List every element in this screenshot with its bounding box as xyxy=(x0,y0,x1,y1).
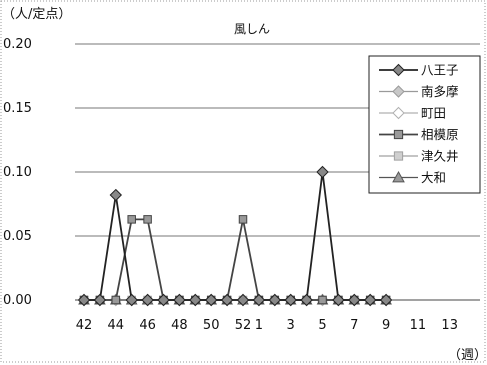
x-tick-label: 48 xyxy=(171,318,188,333)
x-tick-label: 44 xyxy=(108,318,125,333)
data-point xyxy=(238,215,248,224)
y-tick-label: 0.05 xyxy=(3,229,32,244)
legend-item: 相模原 xyxy=(379,127,459,142)
data-point xyxy=(77,293,91,307)
data-point xyxy=(268,293,282,307)
data-point xyxy=(127,215,136,224)
legend-item: 南多摩 xyxy=(379,84,459,99)
x-tick-label: 42 xyxy=(76,318,93,333)
x-tick-label: 1 xyxy=(255,318,263,333)
data-point xyxy=(379,293,393,307)
legend-label: 南多摩 xyxy=(421,84,459,99)
data-point xyxy=(318,295,327,305)
data-point xyxy=(204,293,218,307)
legend-label: 町田 xyxy=(421,106,446,121)
y-tick-label: 0.10 xyxy=(3,165,32,180)
legend-item: 大和 xyxy=(379,170,446,185)
data-point xyxy=(236,293,250,307)
legend-marker xyxy=(392,85,405,98)
legend-label: 津久井 xyxy=(421,149,459,164)
legend-item: 津久井 xyxy=(379,149,459,164)
legend-label: 八王子 xyxy=(421,63,459,78)
series-0 xyxy=(77,165,393,307)
y-tick-label: 0.15 xyxy=(3,101,32,116)
data-point xyxy=(111,295,121,305)
chart-title: 風しん xyxy=(234,22,270,36)
x-tick-label: 13 xyxy=(441,318,458,333)
legend-item: 町田 xyxy=(379,106,446,121)
data-point xyxy=(141,293,154,307)
x-tick-label: 52 xyxy=(235,318,252,333)
data-point xyxy=(157,293,170,307)
legend-marker xyxy=(393,151,404,161)
x-tick-label: 46 xyxy=(139,318,156,333)
data-point xyxy=(93,293,107,307)
data-point xyxy=(173,293,186,307)
legend-item: 八王子 xyxy=(379,63,459,78)
legend-box xyxy=(368,55,481,194)
data-point xyxy=(300,293,313,307)
y-axis-ticks: 0.00 0.05 0.10 0.15 0.20 xyxy=(3,37,32,308)
x-axis-ticks: 42 44 46 48 50 52 1 3 5 7 9 11 13 xyxy=(76,318,458,333)
y-tick-label: 0.20 xyxy=(3,37,32,52)
data-point xyxy=(220,293,234,307)
legend-marker xyxy=(392,106,405,120)
data-point xyxy=(252,293,266,307)
data-point xyxy=(109,188,123,202)
data-point xyxy=(316,165,329,179)
x-axis-label: （週） xyxy=(448,348,487,363)
series-group xyxy=(77,165,393,307)
legend-label: 相模原 xyxy=(421,127,459,142)
legend-marker xyxy=(393,129,404,140)
x-tick-label: 9 xyxy=(382,318,390,333)
data-point xyxy=(189,293,202,307)
x-tick-label: 50 xyxy=(203,318,220,333)
legend-marker xyxy=(392,170,405,183)
y-tick-label: 0.00 xyxy=(3,293,32,308)
data-point xyxy=(284,293,297,307)
legend-marker xyxy=(392,63,405,77)
y-axis-label: （人/定点） xyxy=(2,7,71,22)
legend-label: 大和 xyxy=(421,170,446,185)
x-tick-label: 11 xyxy=(410,318,427,333)
data-point xyxy=(332,293,345,307)
data-point xyxy=(348,293,361,307)
data-point xyxy=(143,215,152,224)
x-tick-label: 3 xyxy=(287,318,295,333)
x-tick-label: 5 xyxy=(318,318,326,333)
x-tick-label: 7 xyxy=(350,318,358,333)
data-point xyxy=(125,293,138,307)
series-3 xyxy=(79,215,391,305)
data-point xyxy=(363,293,377,307)
